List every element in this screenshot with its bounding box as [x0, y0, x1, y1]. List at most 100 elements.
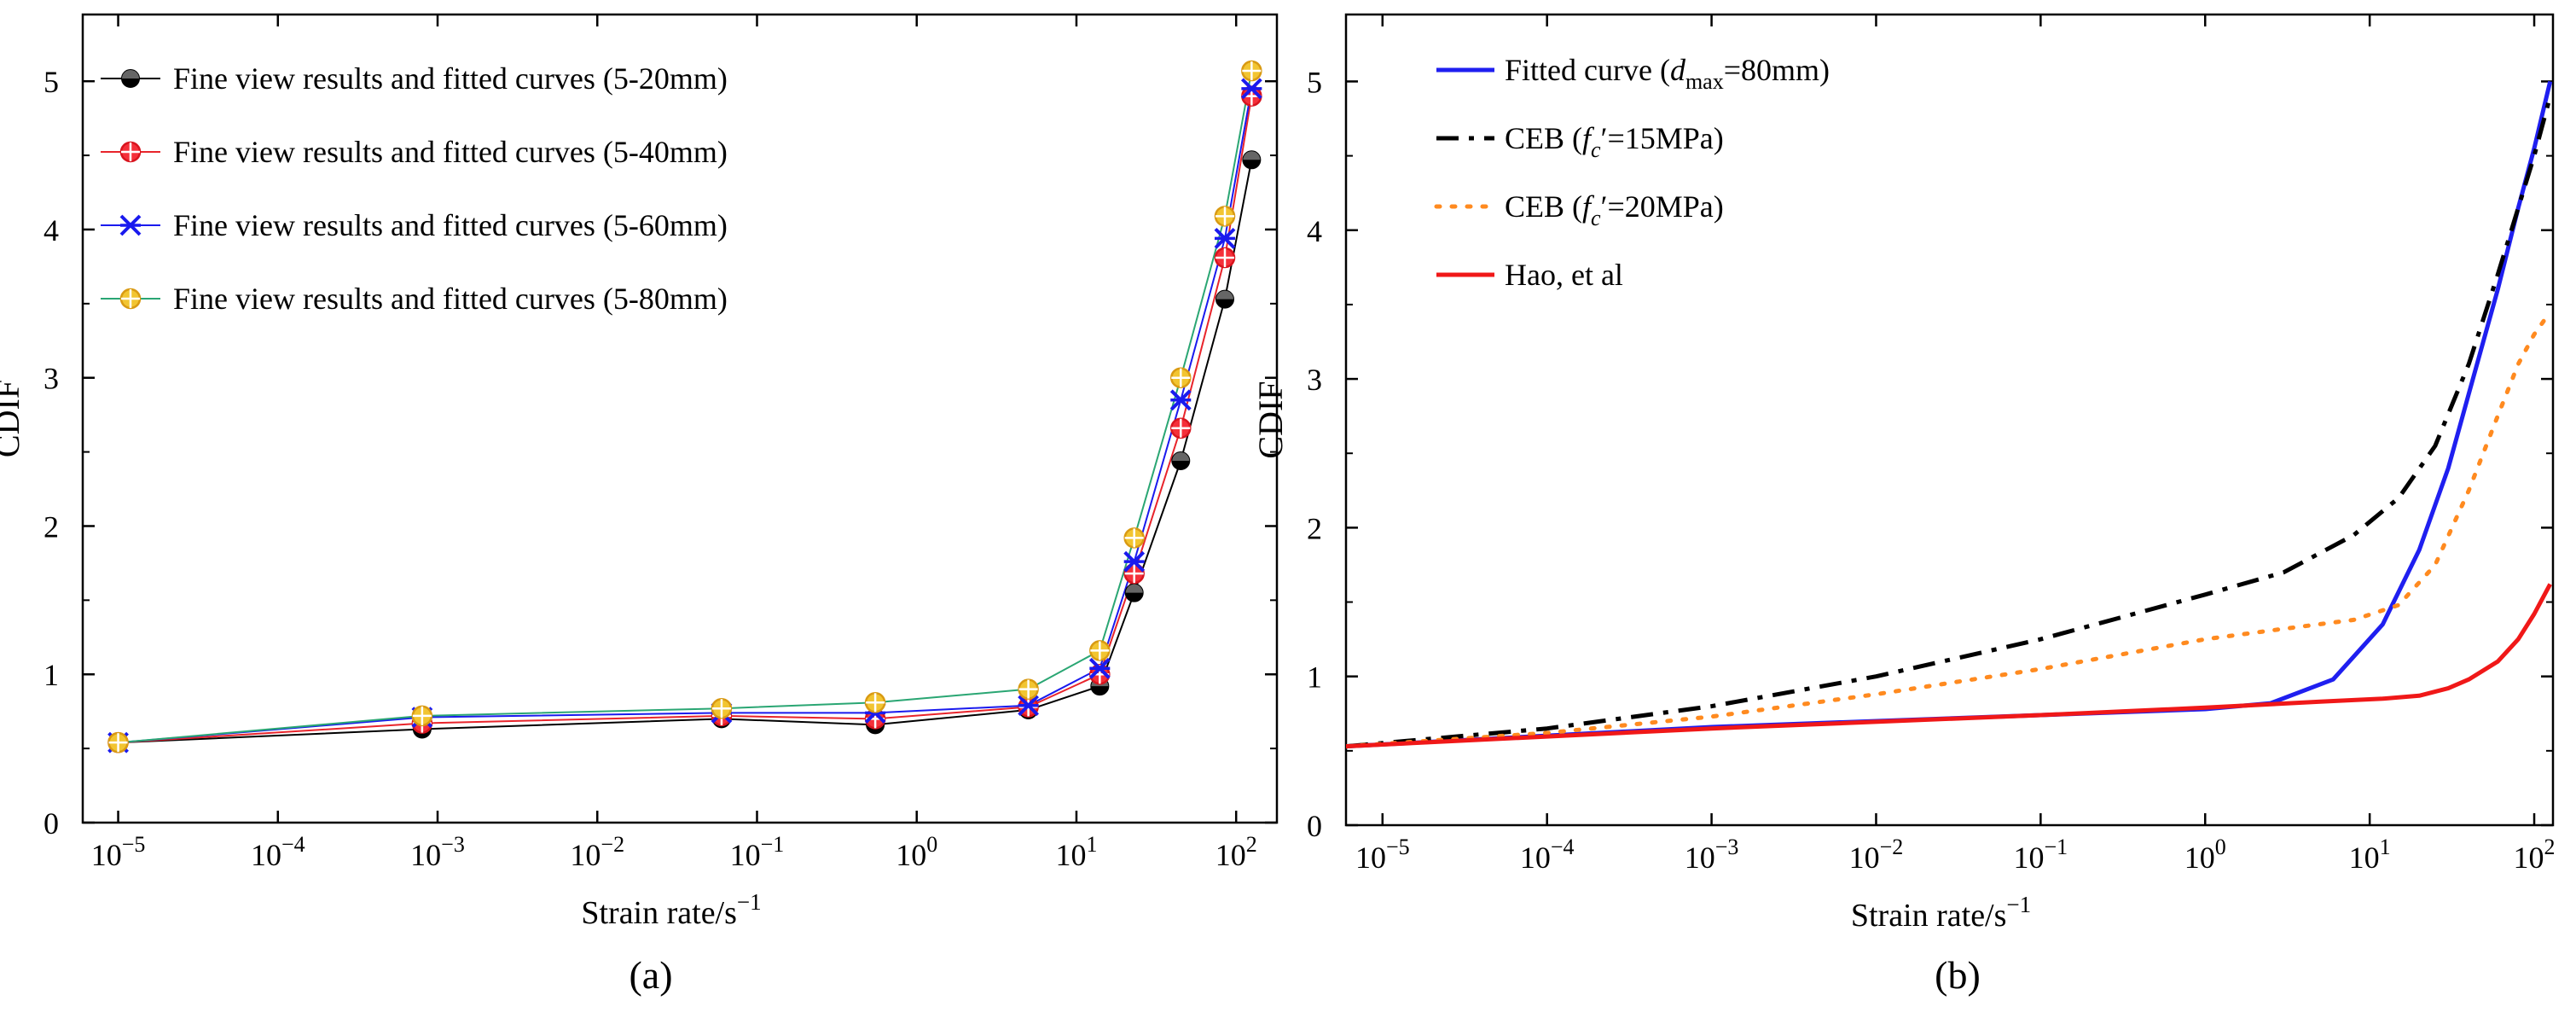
legend-label-tail: ′=15MPa)	[1601, 121, 1724, 155]
legend: Fitted curve (dmax=80mm)CEB (fc′=15MPa)C…	[1434, 53, 1830, 292]
x-tick-label: 10−5	[91, 832, 146, 872]
legend-item-2: Fine view results and fitted curves (5-4…	[101, 135, 728, 169]
x-tick-base: 10	[2514, 841, 2544, 875]
x-tick-label: 10−1	[2014, 835, 2068, 875]
x-axis-label-sup: −1	[2006, 892, 2031, 917]
x-tick-exponent: −1	[2045, 835, 2068, 859]
series-line-2	[118, 96, 1253, 744]
legend-label: Fine view results and fitted curves (5-8…	[173, 282, 728, 316]
series-line-4	[118, 70, 1253, 744]
legend-label-part: CEB (	[1505, 189, 1582, 224]
data-point-s1-highlight	[1215, 290, 1233, 300]
x-tick-exponent: −1	[761, 832, 785, 857]
plot-frame	[1344, 13, 2555, 827]
legend-swatch-marker	[121, 69, 140, 88]
data-point-s4	[1241, 60, 1262, 82]
x-axis-label-text: Strain rate/s	[1851, 898, 2007, 934]
legend-label-subscript: c	[1591, 206, 1601, 230]
data-point-s3	[1018, 695, 1040, 717]
x-tick-exponent: −4	[1551, 835, 1575, 859]
x-tick-label: 10−5	[1355, 835, 1410, 875]
y-tick-label: 4	[44, 213, 59, 247]
legend-item-4: Hao, et al	[1436, 258, 1623, 292]
data-point-s1	[1242, 150, 1262, 170]
y-tick-label: 2	[1307, 511, 1322, 545]
legend-label: Fine view results and fitted curves (5-2…	[173, 61, 728, 96]
data-point-s3	[1123, 550, 1146, 573]
x-tick-base: 10	[2184, 841, 2215, 875]
x-tick-exponent: 0	[926, 832, 937, 857]
x-tick-label: 10−3	[410, 832, 465, 872]
series-line-1	[118, 160, 1253, 744]
x-tick-base: 10	[1520, 841, 1551, 875]
legend-item-2: CEB (fc′=15MPa)	[1436, 121, 1724, 162]
data-point-s4	[1214, 206, 1236, 227]
data-point-s4	[1170, 367, 1192, 388]
x-tick-exponent: −5	[122, 832, 146, 857]
data-point-s4	[864, 692, 886, 713]
data-point-s1	[1171, 451, 1191, 471]
x-tick-exponent: −2	[600, 832, 624, 857]
panel-label: (b)	[1935, 953, 1981, 997]
series-line-3	[1346, 310, 2553, 749]
x-tick-exponent: 2	[1246, 832, 1257, 857]
legend-label-symbol: d	[1670, 53, 1686, 87]
y-tick-label: 0	[44, 806, 59, 841]
plot-area	[1346, 80, 2553, 749]
legend-label: Hao, et al	[1505, 258, 1623, 292]
x-axis-label-sup: −1	[737, 889, 762, 915]
x-tick-label: 10−2	[570, 832, 624, 872]
legend-label: CEB (fc′=15MPa)	[1505, 121, 1724, 162]
data-point-s4	[1018, 678, 1039, 700]
legend-label-part: CEB (	[1505, 121, 1582, 155]
x-tick-exponent: −3	[441, 832, 465, 857]
legend-label: Fine view results and fitted curves (5-6…	[173, 208, 728, 242]
legend-item-1: Fine view results and fitted curves (5-2…	[101, 61, 728, 96]
x-tick-base: 10	[410, 838, 441, 872]
legend-swatch-marker	[119, 288, 142, 310]
y-tick-label: 5	[44, 65, 59, 99]
legend: Fine view results and fitted curves (5-2…	[101, 61, 728, 316]
x-tick-exponent: 1	[1086, 832, 1097, 857]
legend-item-3: CEB (fc′=20MPa)	[1434, 189, 1724, 230]
legend-swatch-marker	[119, 141, 142, 163]
x-tick-base: 10	[570, 838, 600, 872]
legend-item-1: Fitted curve (dmax=80mm)	[1436, 53, 1830, 94]
legend-swatch-marker	[119, 214, 142, 236]
x-tick-label: 101	[2349, 835, 2391, 875]
y-axis-label: CDIF	[1251, 381, 1290, 458]
legend-label-subscript: max	[1685, 69, 1724, 94]
legend-label-part: Hao, et al	[1505, 258, 1623, 292]
plot-area	[118, 70, 1253, 744]
x-tick-exponent: −2	[1880, 835, 1904, 859]
legend-label: Fine view results and fitted curves (5-4…	[173, 135, 728, 169]
x-tick-label: 10−3	[1685, 835, 1739, 875]
series-line-4	[1346, 583, 2552, 749]
x-tick-label: 101	[1055, 832, 1097, 872]
x-axis-label-text: Strain rate/s	[581, 895, 737, 931]
legend-label-part: Fitted curve (	[1505, 53, 1670, 87]
data-point-s1	[1215, 289, 1234, 309]
x-tick-exponent: 2	[2544, 835, 2556, 859]
x-tick-label: 10−2	[1849, 835, 1904, 875]
y-tick-label: 1	[44, 658, 59, 692]
x-tick-base: 10	[896, 838, 926, 872]
legend-label: Fitted curve (dmax=80mm)	[1505, 53, 1830, 94]
data-point-s1-highlight	[1125, 584, 1143, 593]
x-tick-exponent: −5	[1386, 835, 1410, 859]
data-point-s4	[1089, 640, 1111, 661]
legend-label-subscript: c	[1591, 137, 1601, 162]
x-tick-label: 100	[2184, 835, 2226, 875]
data-point-s2	[1170, 417, 1192, 439]
x-tick-label: 10−1	[730, 832, 785, 872]
x-axis-label: Strain rate/s−1	[1851, 892, 2031, 934]
data-point-s4	[711, 697, 733, 719]
data-point-s1-highlight	[1172, 452, 1190, 462]
x-tick-exponent: −4	[281, 832, 305, 857]
legend-swatch-marker-highlight	[122, 70, 139, 79]
data-point-s4	[1123, 527, 1145, 549]
